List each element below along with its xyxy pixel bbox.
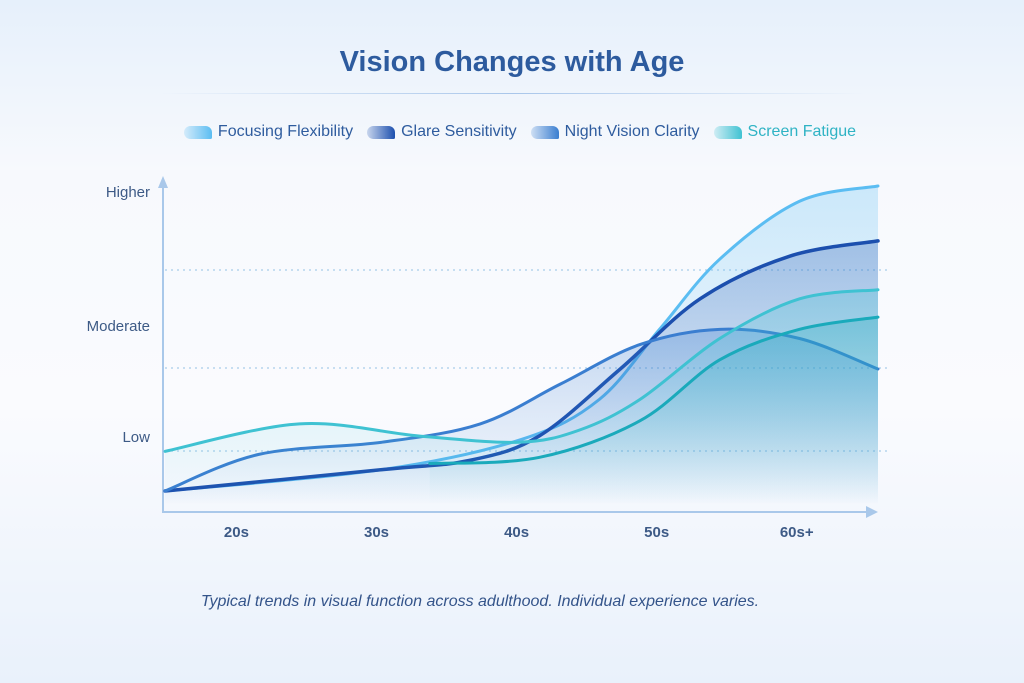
title-divider: [160, 93, 864, 94]
series-line-screen-fatigue: [163, 288, 880, 453]
x-tick-label: 20s: [224, 524, 249, 541]
legend-label: Night Vision Clarity: [564, 123, 700, 140]
legend-swatch: [530, 125, 559, 139]
x-tick-label: 30s: [364, 524, 389, 541]
legend-item-night-vision-clarity: Night Vision Clarity: [530, 123, 700, 141]
legend-label: Screen Fatigue: [747, 123, 857, 140]
y-axis-arrow-icon: [158, 176, 168, 188]
legend-item-glare-sensitivity: Glare Sensitivity: [367, 123, 517, 141]
y-tick-label: Higher: [106, 184, 150, 201]
legend-swatch: [713, 125, 742, 139]
legend-item-screen-fatigue: Screen Fatigue: [713, 123, 857, 141]
y-tick-label: Low: [122, 429, 150, 446]
series-line-unlabeled: [428, 315, 880, 466]
chart-caption: Typical trends in visual function across…: [200, 593, 760, 610]
x-tick-label: 40s: [504, 524, 529, 541]
y-tick-label: Moderate: [87, 318, 150, 335]
x-tick-label: 50s: [644, 524, 669, 541]
legend-swatch: [367, 125, 396, 139]
legend: Focusing Flexibility Glare Sensitivity N…: [0, 123, 1024, 141]
legend-swatch: [183, 125, 212, 139]
chart-title: Vision Changes with Age: [339, 46, 685, 78]
legend-item-focusing-flexibility: Focusing Flexibility: [183, 123, 354, 141]
legend-label: Glare Sensitivity: [401, 123, 517, 140]
x-axis-arrow-icon: [866, 506, 878, 518]
legend-label: Focusing Flexibility: [217, 123, 354, 140]
x-tick-label: 60s+: [780, 524, 814, 541]
